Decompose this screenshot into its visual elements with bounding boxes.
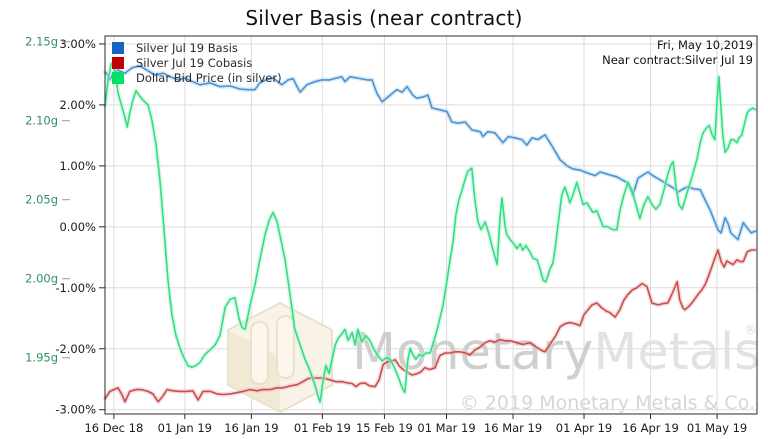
legend-swatch-icon <box>112 56 124 69</box>
series-line-gram <box>104 61 757 403</box>
date-tick-label: 16 Apr 19 <box>622 421 678 435</box>
gram-tick-label: 2.00g <box>25 272 58 286</box>
gram-tick-label: 2.15g <box>25 35 58 49</box>
legend-item: Silver Jul 19 Basis <box>112 40 282 55</box>
legend-swatch-icon <box>112 71 124 84</box>
legend-swatch-icon <box>112 41 124 54</box>
chart-title: Silver Basis (near contract) <box>245 6 523 30</box>
legend-label: Silver Jul 19 Cobasis <box>136 55 253 70</box>
date-tick-label: 15 Feb 19 <box>356 421 413 435</box>
date-tick-label: 16 Jan 19 <box>224 421 278 435</box>
series-line-pct <box>104 249 757 403</box>
percent-tick-label: -2.00% <box>55 342 96 356</box>
date-tick-label: 16 Mar 19 <box>484 421 542 435</box>
date-tick-label: 01 Apr 19 <box>556 421 612 435</box>
annotation-date: Fri, May 10,2019 <box>657 38 753 52</box>
annotation-block: Fri, May 10,2019 Near contract:Silver Ju… <box>602 38 753 68</box>
watermark-logo-bar <box>276 315 295 379</box>
watermark-brand-text: MonetaryMetals <box>352 323 761 382</box>
legend-item: Silver Jul 19 Cobasis <box>112 55 282 70</box>
watermark-registered-mark: ® <box>744 323 757 338</box>
legend-label: Dollar Bid Price (in silver) <box>136 70 282 85</box>
legend-label: Silver Jul 19 Basis <box>136 40 238 55</box>
series-line-pct <box>104 65 757 241</box>
percent-tick-label: -1.00% <box>55 281 96 295</box>
plot-border <box>104 35 758 415</box>
percent-tick-label: 2.00% <box>59 98 96 112</box>
percent-tick-label: 1.00% <box>59 159 96 173</box>
date-tick-label: 16 Dec 18 <box>84 421 143 435</box>
percent-tick-label: 0.00% <box>59 220 96 234</box>
gram-tick-label: 2.10g <box>25 114 58 128</box>
percent-tick-label: -3.00% <box>55 403 96 417</box>
date-tick-label: 01 May 19 <box>687 421 747 435</box>
legend: Silver Jul 19 Basis Silver Jul 19 Cobasis… <box>112 40 282 85</box>
date-tick-label: 01 Mar 19 <box>417 421 475 435</box>
legend-item: Dollar Bid Price (in silver) <box>112 70 282 85</box>
gram-tick-label: 2.05g <box>25 193 58 207</box>
series-halo-pct <box>102 63 758 242</box>
annotation-contract: Near contract:Silver Jul 19 <box>602 53 753 67</box>
watermark-logo-bar <box>250 321 269 385</box>
gram-tick-label: 1.95g <box>25 351 58 365</box>
date-tick-label: 01 Jan 19 <box>158 421 212 435</box>
percent-tick-label: 3.00% <box>59 37 96 51</box>
date-tick-label: 01 Feb 19 <box>294 421 351 435</box>
watermark-copyright: © 2019 Monetary Metals & Co. <box>460 392 755 414</box>
